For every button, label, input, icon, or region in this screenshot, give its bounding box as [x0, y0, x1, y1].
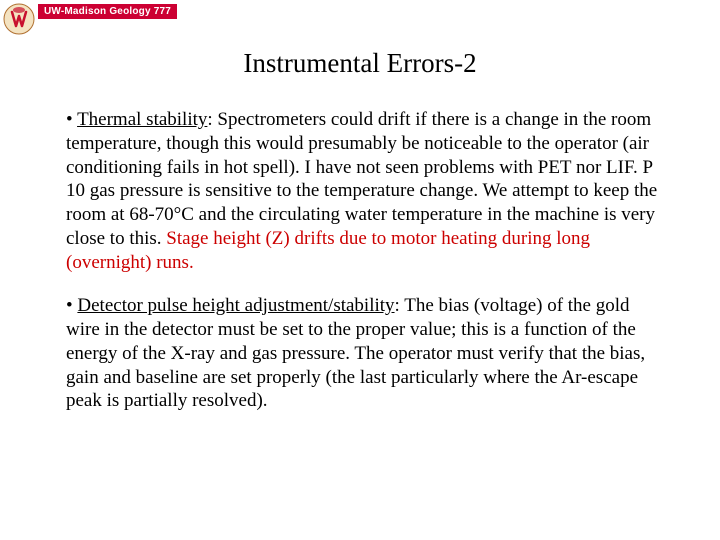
course-header-band: UW-Madison Geology 777	[38, 4, 177, 19]
uw-logo	[2, 2, 36, 36]
bullet-detector-pulse: • Detector pulse height adjustment/stabi…	[66, 294, 666, 413]
bullet1-lead: Thermal stability	[77, 109, 207, 130]
bullet2-lead: Detector pulse height adjustment/stabili…	[77, 295, 394, 316]
bullet-thermal-stability: • Thermal stability: Spectrometers could…	[66, 108, 666, 274]
slide-title: Instrumental Errors-2	[0, 48, 720, 79]
slide-body: • Thermal stability: Spectrometers could…	[66, 108, 666, 433]
